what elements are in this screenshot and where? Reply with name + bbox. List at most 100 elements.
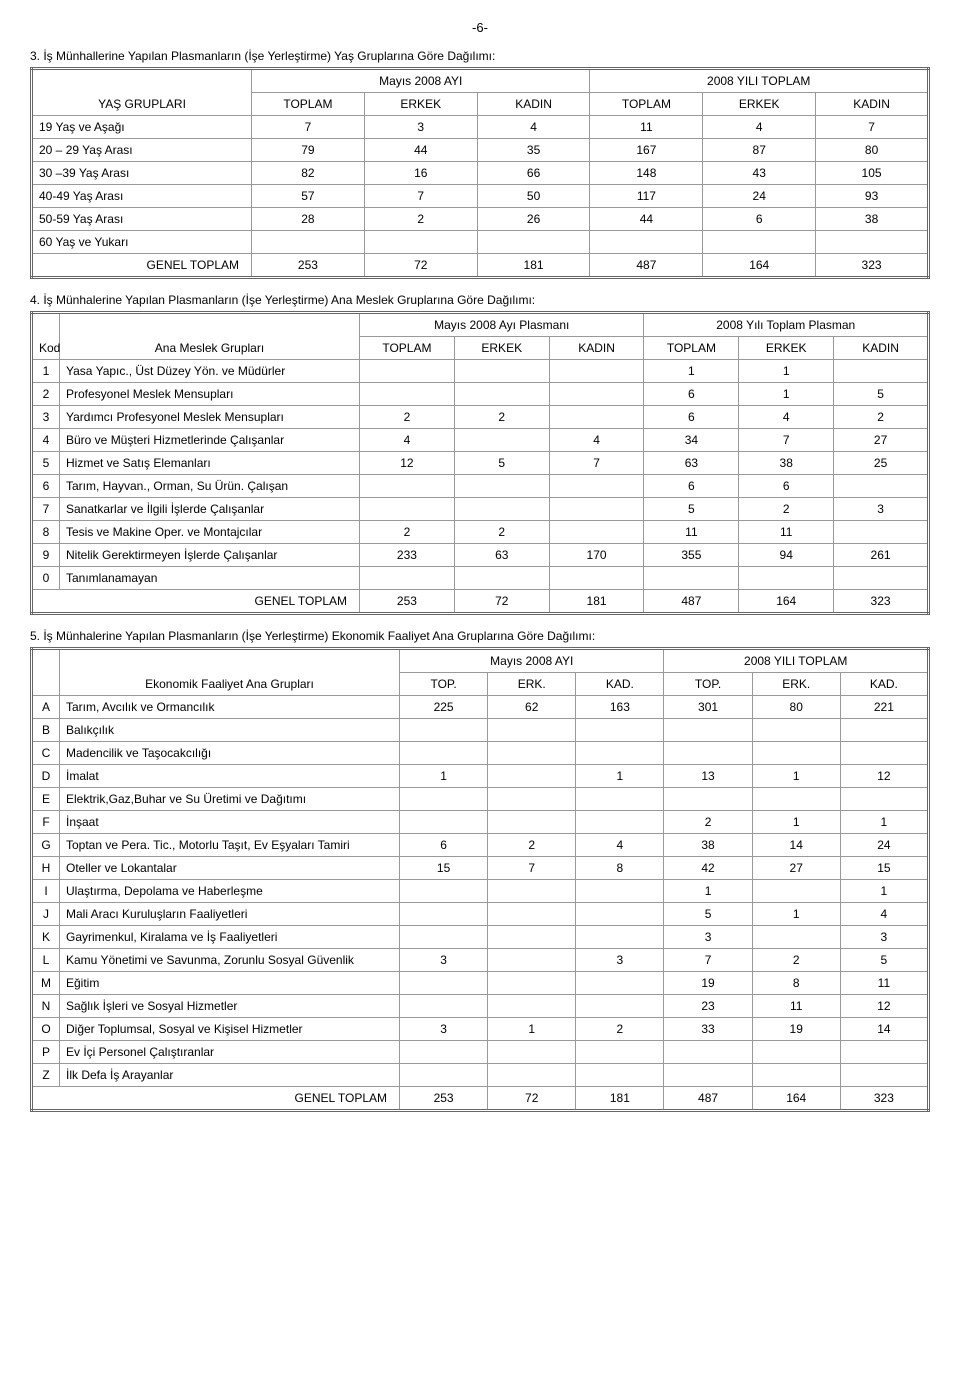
value-cell [360,475,455,498]
value-cell: 1 [739,383,834,406]
value-cell: 1 [840,880,928,903]
label-cell: Tarım, Avcılık ve Ormancılık [60,696,400,719]
value-cell [549,360,644,383]
kod-cell: P [32,1041,60,1064]
label-cell: Madencilik ve Taşocakcılığı [60,742,400,765]
total-value-cell: 323 [840,1087,928,1111]
value-cell: 117 [590,185,703,208]
section3-title: 3. İş Münhallerine Yapılan Plasmanların … [30,49,930,63]
label-cell: Toptan ve Pera. Tic., Motorlu Taşıt, Ev … [60,834,400,857]
column-header: KADIN [549,337,644,360]
value-cell [576,1064,664,1087]
kod-cell: 9 [32,544,60,567]
total-label: GENEL TOPLAM [32,1087,400,1111]
kod-cell: 8 [32,521,60,544]
value-cell: 38 [816,208,929,231]
value-cell: 7 [488,857,576,880]
value-cell: 2 [739,498,834,521]
label-cell: 30 –39 Yaş Arası [32,162,252,185]
value-cell: 5 [454,452,549,475]
value-cell [400,1041,488,1064]
label-cell: Mali Aracı Kuruluşların Faaliyetleri [60,903,400,926]
kod-cell: 1 [32,360,60,383]
value-cell: 4 [360,429,455,452]
value-cell: 7 [739,429,834,452]
value-cell [576,972,664,995]
value-cell: 5 [644,498,739,521]
value-cell: 1 [400,765,488,788]
kod-cell: A [32,696,60,719]
label-cell: Tarım, Hayvan., Orman, Su Ürün. Çalışan [60,475,360,498]
value-cell: 3 [664,926,752,949]
total-value-cell: 253 [252,254,365,278]
value-cell: 14 [840,1018,928,1041]
value-cell: 6 [739,475,834,498]
value-cell: 2 [360,521,455,544]
label-cell: 50-59 Yaş Arası [32,208,252,231]
total-row: GENEL TOPLAM 25372181487164323 [32,1087,929,1111]
value-cell: 221 [840,696,928,719]
total-value-cell: 72 [454,590,549,614]
label-cell: Gayrimenkul, Kiralama ve İş Faaliyetleri [60,926,400,949]
kod-cell: H [32,857,60,880]
section4-title: 4. İş Münhalerine Yapılan Plasmanların (… [30,293,930,307]
group-header: Ekonomik Faaliyet Ana Grupları [60,649,400,696]
value-cell [664,1041,752,1064]
kod-cell: Z [32,1064,60,1087]
value-cell [840,1064,928,1087]
value-cell: 25 [834,452,929,475]
value-cell: 63 [454,544,549,567]
value-cell: 2 [752,949,840,972]
value-cell: 7 [252,116,365,139]
value-cell: 87 [703,139,816,162]
column-header: TOPLAM [360,337,455,360]
value-cell: 44 [590,208,703,231]
value-cell [488,788,576,811]
table-row: 0 Tanımlanamayan [32,567,929,590]
value-cell: 2 [364,208,477,231]
period1: Mayıs 2008 AYI [400,649,664,673]
value-cell [549,521,644,544]
value-cell [644,567,739,590]
page-number: -6- [30,20,930,35]
kod-cell: 2 [32,383,60,406]
value-cell: 1 [752,811,840,834]
period2: 2008 Yılı Toplam Plasman [644,313,929,337]
kod-cell: O [32,1018,60,1041]
value-cell: 3 [576,949,664,972]
value-cell [576,903,664,926]
kod-cell: L [32,949,60,972]
table-row: JMali Aracı Kuruluşların Faaliyetleri514 [32,903,929,926]
value-cell: 1 [664,880,752,903]
value-cell: 28 [252,208,365,231]
value-cell [752,1064,840,1087]
value-cell: 6 [644,475,739,498]
table-row: 50-59 Yaş Arası2822644638 [32,208,929,231]
table-row: Zİlk Defa İş Arayanlar [32,1064,929,1087]
table-row: HOteller ve Lokantalar1578422715 [32,857,929,880]
total-value-cell: 72 [488,1087,576,1111]
value-cell [840,788,928,811]
table-row: GToptan ve Pera. Tic., Motorlu Taşıt, Ev… [32,834,929,857]
total-value-cell: 323 [816,254,929,278]
value-cell [752,926,840,949]
table-row: EElektrik,Gaz,Buhar ve Su Üretimi ve Dağ… [32,788,929,811]
label-cell: Tesis ve Makine Oper. ve Montajcılar [60,521,360,544]
table-row: 5Hizmet ve Satış Elemanları1257633825 [32,452,929,475]
value-cell [752,719,840,742]
value-cell [576,719,664,742]
table-row: ODiğer Toplumsal, Sosyal ve Kişisel Hizm… [32,1018,929,1041]
table-row: Dİmalat1113112 [32,765,929,788]
value-cell: 2 [360,406,455,429]
value-cell [664,742,752,765]
value-cell: 2 [454,406,549,429]
value-cell: 2 [834,406,929,429]
table-row: 30 –39 Yaş Arası82166614843105 [32,162,929,185]
total-row: GENEL TOPLAM 25372181487164323 [32,590,929,614]
label-cell: Diğer Toplumsal, Sosyal ve Kişisel Hizme… [60,1018,400,1041]
value-cell [576,926,664,949]
value-cell: 24 [840,834,928,857]
value-cell [576,742,664,765]
value-cell [549,406,644,429]
value-cell [840,1041,928,1064]
